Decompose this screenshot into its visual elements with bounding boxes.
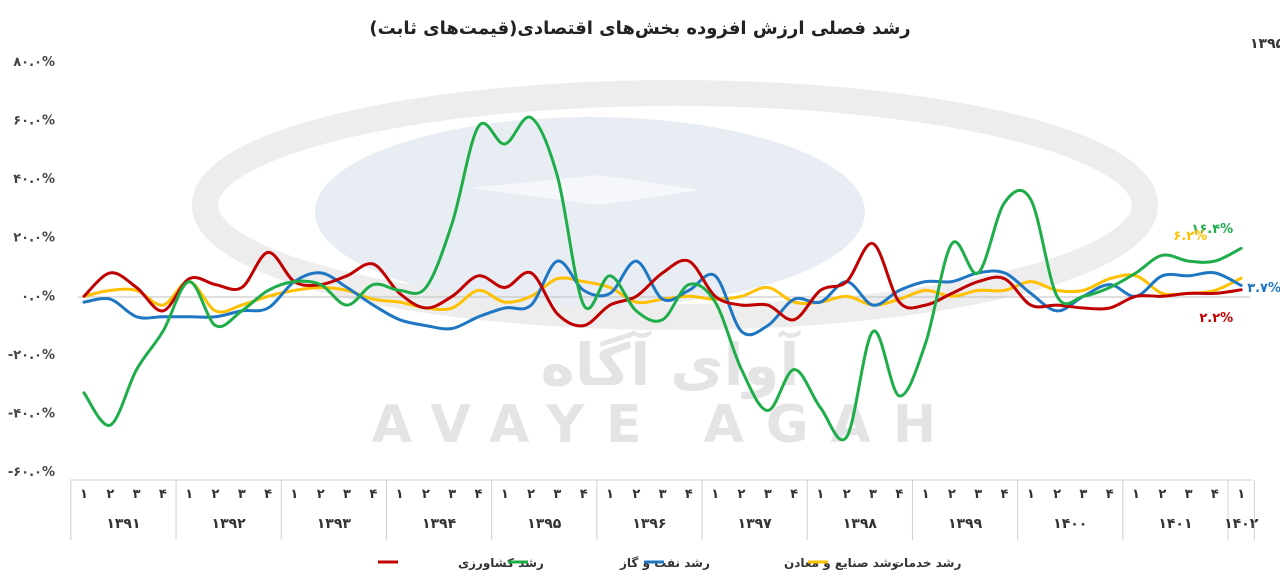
quarter-label: ۴	[790, 487, 798, 502]
base-year-label: سال پایه:۱۳۹۵	[1250, 36, 1280, 52]
watermark-persian: آوای آگاه	[541, 329, 802, 400]
quarter-label: ۳	[133, 487, 141, 502]
series-line-2	[82, 259, 1243, 337]
quarter-label: ۱	[185, 487, 193, 502]
chart-title: رشد فصلی ارزش افزوده بخش‌های اقتصادی(قیم…	[369, 18, 910, 39]
x-axis: ۱ ۲ ۳ ۴ ۱۳۹۱ ۱ ۲ ۳ ۴ ۱۳۹۲ ۱ ۲ ۳ ۴ ۱۳۹۳ ۱ ۲ ۳ ۴ ۱۳۹۴ ۱ ۲ ۳ ۴ ۱۳۹۵…	[70, 479, 1259, 540]
quarter-label: ۲	[527, 487, 535, 502]
quarter-label: ۴	[1001, 487, 1009, 502]
quarter-label: ۴	[685, 487, 693, 502]
quarter-label: ۲	[843, 487, 851, 502]
y-tick-label: ۸۰.۰%	[13, 55, 55, 70]
end-label-0: ۲.۲%	[1199, 311, 1233, 326]
quarter-label: ۳	[1079, 487, 1087, 502]
end-label-1: ۱۶.۴%	[1191, 222, 1233, 237]
year-label: ۱۳۹۳	[317, 516, 352, 532]
legend-label-3: رشد خدمات	[892, 556, 961, 570]
year-label: ۱۴۰۱	[1158, 516, 1192, 532]
quarter-label: ۲	[212, 487, 220, 502]
quarter-label: ۲	[632, 487, 640, 502]
quarter-label: ۳	[448, 487, 456, 502]
watermark-latin: AVAYE AGAH	[372, 395, 959, 455]
end-label-3: ۶.۲%	[1173, 229, 1207, 244]
quarter-label: ۲	[1053, 487, 1061, 502]
quarter-label: ۱	[290, 487, 298, 502]
quarter-label: ۴	[1211, 487, 1219, 502]
y-tick-label: ۴۰.۰%	[13, 172, 55, 187]
y-tick-label: -۴۰.۰%	[8, 406, 55, 421]
quarter-label: ۱	[922, 487, 930, 502]
year-label: ۱۴۰۰	[1053, 516, 1087, 532]
quarter-label: ۴	[580, 487, 588, 502]
y-tick-label: -۲۰.۰%	[8, 348, 55, 363]
year-label: ۱۳۹۶	[632, 516, 666, 532]
quarter-label: ۴	[369, 487, 377, 502]
quarter-label: ۲	[948, 487, 956, 502]
quarter-label: ۲	[106, 487, 114, 502]
quarter-label: ۱	[1237, 487, 1245, 502]
series-lines	[82, 115, 1243, 442]
end-label-2: ۳.۷%	[1247, 281, 1280, 296]
quarter-label: ۳	[764, 487, 772, 502]
quarter-label: ۳	[869, 487, 877, 502]
quarter-label: ۴	[1106, 487, 1114, 502]
quarter-label: ۱	[1027, 487, 1035, 502]
y-axis: -۶۰.۰% -۴۰.۰% -۲۰.۰% ۰.۰% ۲۰.۰% ۴۰.۰% ۶۰.۰% ۸۰.…	[8, 55, 55, 480]
legend-label-0: رشد کشاورزی	[458, 556, 544, 571]
quarter-label: ۱	[816, 487, 824, 502]
year-label: ۱۳۹۹	[948, 516, 983, 532]
quarter-label: ۲	[317, 487, 325, 502]
year-label: ۱۴۰۲	[1224, 516, 1259, 532]
watermark-logo: آوای آگاه AVAYE AGAH	[192, 80, 1158, 455]
end-labels: ۲.۲% ۱۶.۴% ۳.۷% ۶.۲%	[1173, 222, 1280, 326]
quarter-label: ۱	[396, 487, 404, 502]
legend-label-1: رشد نفت و گاز	[619, 556, 710, 571]
year-label: ۱۳۹۴	[422, 516, 457, 532]
y-tick-label: ۰.۰%	[21, 289, 55, 304]
y-tick-label: ۲۰.۰%	[13, 231, 55, 246]
quarter-label: ۳	[238, 487, 246, 502]
quarter-label: ۱	[1132, 487, 1140, 502]
quarter-label: ۲	[738, 487, 746, 502]
year-label: ۱۳۹۵	[527, 516, 562, 532]
year-label: ۱۳۹۱	[106, 516, 140, 532]
quarter-label: ۴	[475, 487, 483, 502]
quarter-label: ۱	[501, 487, 509, 502]
quarter-label: ۱	[711, 487, 719, 502]
series-line-0	[82, 242, 1243, 328]
quarter-label: ۳	[659, 487, 667, 502]
quarter-label: ۳	[343, 487, 351, 502]
quarter-label: ۲	[422, 487, 430, 502]
year-label: ۱۳۹۲	[212, 516, 247, 532]
legend-label-2: رشد صنایع و معادن	[784, 556, 899, 571]
year-label: ۱۳۹۷	[738, 516, 773, 532]
y-tick-label: ۶۰.۰%	[13, 114, 55, 129]
quarter-label: ۲	[1158, 487, 1166, 502]
quarter-label: ۴	[264, 487, 272, 502]
series-line-1	[82, 115, 1243, 442]
quarter-label: ۳	[553, 487, 561, 502]
quarter-label: ۴	[895, 487, 903, 502]
legend: رشد کشاورزی رشد نفت و گاز رشد صنایع و معاد…	[378, 556, 961, 571]
quarter-label: ۱	[80, 487, 88, 502]
year-label: ۱۳۹۸	[843, 516, 878, 532]
quarter-label: ۴	[159, 487, 167, 502]
quarter-label: ۱	[606, 487, 614, 502]
quarter-label: ۳	[974, 487, 982, 502]
quarter-label: ۳	[1185, 487, 1193, 502]
y-tick-label: -۶۰.۰%	[8, 465, 55, 480]
